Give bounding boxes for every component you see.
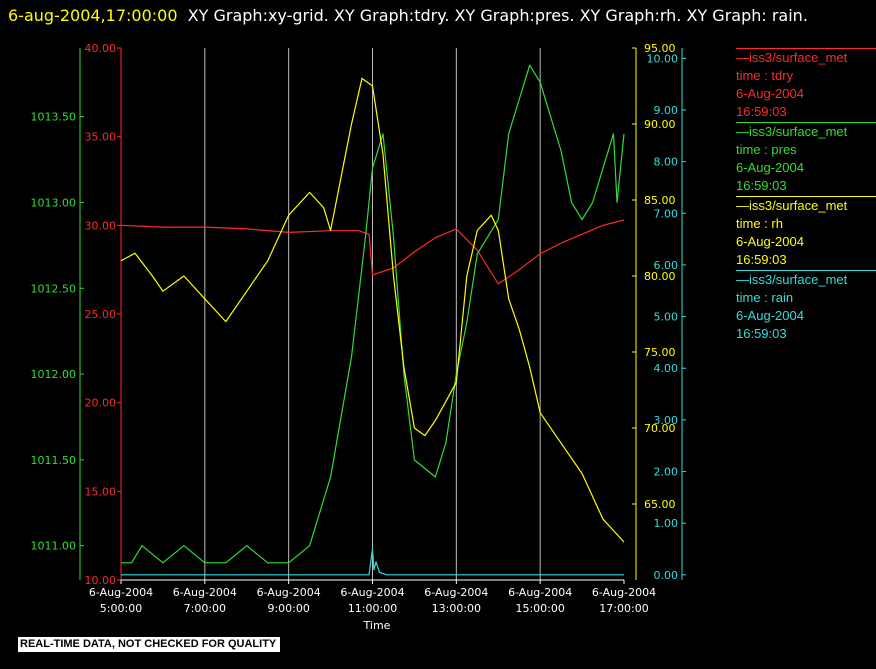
chart-header: 6-aug-2004,17:00:00 XY Graph:xy-grid. XY… xyxy=(8,2,868,30)
rain-tick-label: 5.00 xyxy=(654,311,679,324)
series-line-rh xyxy=(120,77,625,543)
legend-date: 6-Aug-2004 xyxy=(736,86,804,101)
x-tick-time: 13:00:00 xyxy=(432,602,481,615)
pres-tick-label: 1012.00 xyxy=(31,368,77,381)
pres-tick-label: 1013.00 xyxy=(31,196,77,209)
legend-series: —iss3/surface_met xyxy=(736,50,848,65)
x-tick-time: 15:00:00 xyxy=(515,602,564,615)
tdry-tick-label: 15.00 xyxy=(85,485,117,498)
legend-field: time : rain xyxy=(736,290,794,305)
tdry-tick-label: 25.00 xyxy=(85,308,117,321)
rain-tick-label: 8.00 xyxy=(654,156,679,169)
series-line-rain xyxy=(121,548,624,576)
quality-disclaimer: REAL-TIME DATA, NOT CHECKED FOR QUALITY xyxy=(18,637,281,652)
x-tick-time: 11:00:00 xyxy=(348,602,397,615)
vertical-grid xyxy=(204,48,541,580)
legend-field: time : pres xyxy=(736,142,797,157)
x-tick-date: 6-Aug-2004 xyxy=(592,586,656,599)
data-lines xyxy=(120,64,625,576)
x-tick-date: 6-Aug-2004 xyxy=(424,586,488,599)
tdry-tick-label: 35.00 xyxy=(85,131,117,144)
legend-time: 16:59:03 xyxy=(736,104,787,119)
legend-time: 16:59:03 xyxy=(736,326,787,341)
x-tick-date: 6-Aug-2004 xyxy=(340,586,404,599)
tdry-tick-label: 20.00 xyxy=(85,397,117,410)
rh-tick-label: 80.00 xyxy=(644,270,676,283)
legend-series: —iss3/surface_met xyxy=(736,272,848,287)
header-timestamp: 6-aug-2004,17:00:00 xyxy=(8,6,178,25)
rain-tick-label: 7.00 xyxy=(654,207,679,220)
legend-date: 6-Aug-2004 xyxy=(736,308,804,323)
pres-tick-label: 1011.00 xyxy=(31,540,77,553)
series-line-pres xyxy=(121,64,625,564)
rain-tick-label: 4.00 xyxy=(654,362,679,375)
header-titles: XY Graph:xy-grid. XY Graph:tdry. XY Grap… xyxy=(187,6,808,25)
series-line-tdry xyxy=(120,219,625,285)
x-tick-date: 6-Aug-2004 xyxy=(257,586,321,599)
pres-tick-label: 1011.50 xyxy=(31,454,77,467)
rain-tick-label: 1.00 xyxy=(654,517,679,530)
pres-tick-label: 1013.50 xyxy=(31,111,77,124)
x-tick-date: 6-Aug-2004 xyxy=(89,586,153,599)
rain-tick-label: 10.00 xyxy=(647,52,679,65)
rain-tick-label: 6.00 xyxy=(654,259,679,272)
rain-tick-label: 0.00 xyxy=(654,569,679,582)
x-tick-time: 5:00:00 xyxy=(100,602,142,615)
x-tick-time: 9:00:00 xyxy=(267,602,309,615)
x-tick-date: 6-Aug-2004 xyxy=(173,586,237,599)
tdry-tick-label: 10.00 xyxy=(85,574,117,587)
legend-date: 6-Aug-2004 xyxy=(736,234,804,249)
legend-time: 16:59:03 xyxy=(736,252,787,267)
rh-tick-label: 85.00 xyxy=(644,194,676,207)
rh-tick-label: 70.00 xyxy=(644,422,676,435)
legend-series: —iss3/surface_met xyxy=(736,124,848,139)
y-axes: 1011.00 1011.50 1012.00 1012.50 1013.00 1013.… xyxy=(31,42,686,587)
rh-tick-label: 95.00 xyxy=(644,42,676,55)
rain-tick-label: 2.00 xyxy=(654,466,679,479)
legend-field: time : tdry xyxy=(736,68,794,83)
tdry-tick-label: 40.00 xyxy=(85,42,117,55)
x-tick-time: 17:00:00 xyxy=(599,602,648,615)
x-tick-date: 6-Aug-2004 xyxy=(508,586,572,599)
legend: —iss3/surface_met time : tdry 6-Aug-2004 16… xyxy=(736,48,876,344)
legend-field: time : rh xyxy=(736,216,783,231)
rain-tick-label: 3.00 xyxy=(654,414,679,427)
tdry-tick-label: 30.00 xyxy=(85,219,117,232)
legend-date: 6-Aug-2004 xyxy=(736,160,804,175)
rh-tick-label: 65.00 xyxy=(644,498,676,511)
pres-tick-label: 1012.50 xyxy=(31,282,77,295)
rain-tick-label: 9.00 xyxy=(654,104,679,117)
rh-tick-label: 75.00 xyxy=(644,346,676,359)
legend-time: 16:59:03 xyxy=(736,178,787,193)
x-tick-time: 7:00:00 xyxy=(184,602,226,615)
rh-tick-label: 90.00 xyxy=(644,118,676,131)
x-axis: 6-Aug-2004 5:00:00 6-Aug-2004 7:00:00 6-Aug-… xyxy=(89,579,656,615)
x-axis-label: Time xyxy=(363,619,391,632)
legend-series: —iss3/surface_met xyxy=(736,198,848,213)
